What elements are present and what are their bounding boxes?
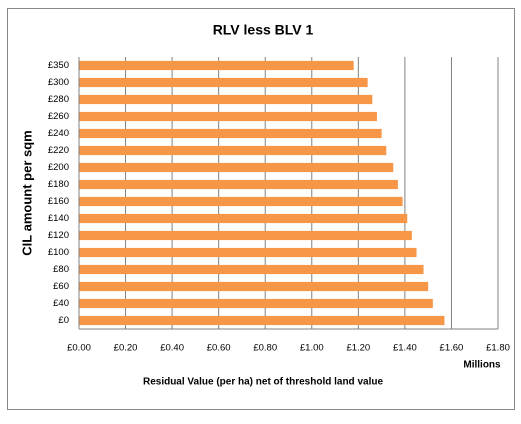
x-tick-label: £1.00 bbox=[300, 343, 324, 354]
x-tick-label: £1.40 bbox=[393, 343, 417, 354]
y-tick-label: £220 bbox=[48, 145, 69, 156]
bar bbox=[79, 60, 354, 71]
y-tick-label: £80 bbox=[53, 264, 69, 275]
x-tick-label: £1.60 bbox=[440, 343, 464, 354]
x-tick-label: £0.60 bbox=[207, 343, 231, 354]
bar bbox=[79, 230, 412, 241]
x-tick-label: £0.80 bbox=[253, 343, 277, 354]
y-tick-label: £350 bbox=[48, 60, 69, 71]
bar bbox=[79, 162, 394, 173]
bar bbox=[79, 128, 382, 139]
bar bbox=[79, 298, 433, 309]
x-tick-label: £1.80 bbox=[486, 343, 510, 354]
y-tick-label: £40 bbox=[53, 298, 69, 309]
bar bbox=[79, 94, 373, 105]
bar bbox=[79, 281, 429, 292]
bar bbox=[79, 77, 368, 88]
bar bbox=[79, 145, 387, 156]
y-axis-title: CIL amount per sqm bbox=[19, 130, 34, 255]
x-tick-label: £0.20 bbox=[114, 343, 138, 354]
x-axis-title: Residual Value (per ha) net of threshold… bbox=[143, 377, 383, 388]
y-tick-label: £180 bbox=[48, 179, 69, 190]
bar bbox=[79, 196, 403, 207]
y-tick-label: £280 bbox=[48, 94, 69, 105]
y-tick-label: £120 bbox=[48, 230, 69, 241]
bar bbox=[79, 315, 445, 326]
y-tick-label: £300 bbox=[48, 77, 69, 88]
chart-title: RLV less BLV 1 bbox=[213, 22, 314, 38]
bar bbox=[79, 179, 398, 190]
x-tick-label: £0.40 bbox=[160, 343, 184, 354]
x-axis-unit: Millions bbox=[463, 360, 501, 371]
bar bbox=[79, 111, 377, 122]
y-tick-label: £160 bbox=[48, 196, 69, 207]
x-tick-label: £0.00 bbox=[67, 343, 91, 354]
y-tick-label: £260 bbox=[48, 111, 69, 122]
y-tick-label: £200 bbox=[48, 162, 69, 173]
y-tick-label: £100 bbox=[48, 247, 69, 258]
bar bbox=[79, 213, 408, 224]
chart-border bbox=[7, 8, 515, 410]
y-tick-label: £0 bbox=[58, 315, 69, 326]
y-tick-label: £60 bbox=[53, 281, 69, 292]
y-tick-label: £240 bbox=[48, 128, 69, 139]
x-tick-label: £1.20 bbox=[346, 343, 370, 354]
y-tick-label: £140 bbox=[48, 213, 69, 224]
bar bbox=[79, 264, 424, 275]
bar bbox=[79, 247, 417, 258]
